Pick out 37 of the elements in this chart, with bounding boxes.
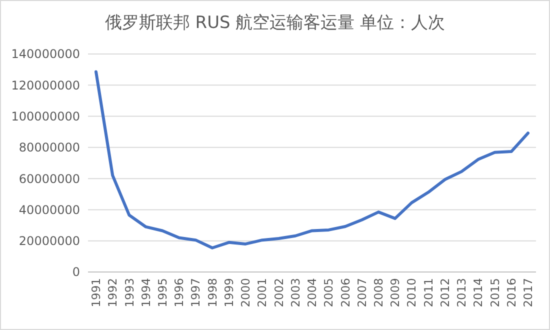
x-tick-label: 1993 [122,278,136,308]
x-tick-label: 2008 [371,278,386,308]
x-tick-label: 1991 [89,278,104,308]
x-tick-label: 1997 [188,278,203,308]
x-tick-label: 2005 [322,278,336,308]
x-tick-label: 2011 [421,278,436,308]
line-series [94,70,530,250]
x-tick-label: 2006 [338,278,352,308]
x-tick-label: 2014 [471,278,486,308]
x-tick-label: 1996 [172,278,186,308]
y-tick-label: 120000000 [11,78,80,92]
x-tick-label: 2004 [305,278,320,308]
x-tick-label: 1992 [106,278,120,308]
x-tick-label: 1995 [155,278,170,308]
y-tick-label: 60000000 [18,172,80,186]
x-tick-label: 2003 [288,278,302,308]
x-tick-label: 2007 [354,278,369,308]
x-tick-label: 1994 [138,278,153,308]
x-tick-label: 2013 [454,278,469,308]
x-tick-label: 2015 [488,278,502,308]
y-tick-label: 20000000 [18,234,80,248]
x-tick-label: 2017 [521,278,536,308]
x-tick-label: 2012 [438,278,452,308]
x-tick-label: 2001 [255,278,270,308]
x-tick-label: 2010 [404,278,419,308]
chart-title: 俄罗斯联邦 RUS 航空运输客运量 单位：人次 [104,13,446,33]
x-tick-label: 1999 [222,278,236,308]
y-tick-label: 40000000 [18,202,80,217]
y-tick-label: 140000000 [11,47,80,62]
x-tick-label: 2002 [272,278,286,308]
x-tick-label: 1998 [205,278,220,308]
y-tick-label: 80000000 [18,140,80,155]
x-tick-label: 2009 [388,278,402,308]
x-tick-label: 2016 [504,278,518,308]
y-tick-label: 0 [72,265,80,280]
x-tick-label: 2000 [238,278,253,308]
y-tick-label: 100000000 [11,109,80,124]
